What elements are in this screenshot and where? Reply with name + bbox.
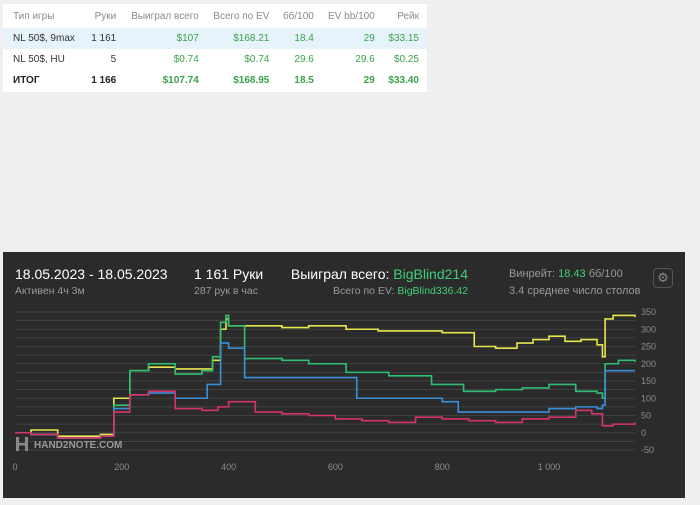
cell-bb100: 18.5 <box>294 75 314 86</box>
session-tables: 3.4 среднее число столов <box>509 285 641 297</box>
cell-ev-total: $168.21 <box>206 28 278 49</box>
won-value: BigBlind214 <box>393 266 468 282</box>
cell-ev-bb100: 29 <box>321 28 383 49</box>
cell-hands: 1 161 <box>85 28 125 49</box>
winrate-label: Винрейт: <box>509 268 556 280</box>
watermark-logo: HAND2NOTE.COM <box>16 437 122 451</box>
y-tick-label: 200 <box>641 359 656 369</box>
cell-won-total: $107 <box>124 28 207 49</box>
col-header-game-type[interactable]: Тип игры <box>13 10 55 22</box>
gear-icon[interactable]: ⚙ <box>653 268 673 288</box>
session-active-time: Активен 4ч 3м <box>15 285 85 297</box>
cell-rake: $0.25 <box>393 54 419 65</box>
series-line-1 <box>15 314 636 439</box>
cell-rake: $33.15 <box>382 28 427 49</box>
session-panel: 18.05.2023 - 18.05.2023 Активен 4ч 3м 1 … <box>3 252 685 498</box>
table-row[interactable]: NL 50$, HU 5 $0.74 $0.74 29.6 29.6 $0.25 <box>3 49 427 70</box>
winrate-unit: бб/100 <box>588 268 623 280</box>
session-ev: Всего по EV: BigBlind336.42 <box>333 285 468 297</box>
y-tick-label: 0 <box>641 428 646 438</box>
cell-game-type: NL 50$, 9max <box>3 28 86 49</box>
x-tick-label: 400 <box>221 462 236 472</box>
session-date-range: 18.05.2023 - 18.05.2023 <box>15 266 168 282</box>
chart-grid <box>15 311 635 451</box>
stats-table: Тип игры Руки Выиграл всего Всего по EV … <box>3 4 427 91</box>
y-tick-label: 350 <box>641 307 656 317</box>
session-won: Выиграл всего: BigBlind214 <box>291 266 468 282</box>
col-header-bb100[interactable]: бб/100 <box>282 10 314 22</box>
y-tick-label: 250 <box>641 342 656 352</box>
cell-bb100: 29.6 <box>294 54 314 65</box>
table-row[interactable]: NL 50$, 9max 1 161 $107 $168.21 18.4 29 … <box>3 28 427 49</box>
table-total-row: ИТОГ 1 166 $107.74 $168.95 18.5 29 $33.4… <box>3 70 427 91</box>
x-tick-label: 1 000 <box>538 462 561 472</box>
session-hands-per-hour: 287 рук в час <box>194 285 258 297</box>
cell-bb100: 18.4 <box>277 28 322 49</box>
y-tick-label: 300 <box>641 324 656 334</box>
series-line-3 <box>15 390 636 439</box>
series-line-0 <box>15 314 636 437</box>
x-tick-label: 200 <box>114 462 129 472</box>
ev-value: BigBlind336.42 <box>397 285 468 297</box>
cell-ev-total: $0.74 <box>244 54 270 65</box>
chart-series <box>15 314 636 439</box>
y-tick-label: 100 <box>641 393 656 403</box>
col-header-hands[interactable]: Руки <box>94 10 117 22</box>
cell-hands: 1 166 <box>91 75 117 86</box>
col-header-rake[interactable]: Рейк <box>397 10 419 22</box>
y-tick-label: -50 <box>641 445 654 455</box>
session-winrate: Винрейт: 18.43 бб/100 <box>509 268 623 280</box>
cell-ev-bb100: 29.6 <box>355 54 375 65</box>
series-line-2 <box>15 342 635 439</box>
profit-chart: 350 300 250 200 150 100 50 0 -50 0 200 400 600 800 1 0… <box>12 307 656 472</box>
col-header-ev-bb100[interactable]: EV bb/100 <box>328 10 375 22</box>
winrate-value: 18.43 <box>558 268 586 280</box>
y-tick-label: 150 <box>641 376 656 386</box>
cell-game-type: ИТОГ <box>13 75 40 86</box>
y-tick-label: 50 <box>641 411 651 421</box>
x-tick-label: 600 <box>328 462 343 472</box>
cell-ev-total: $168.95 <box>233 75 270 86</box>
col-header-won-total[interactable]: Выиграл всего <box>131 10 199 22</box>
cell-ev-bb100: 29 <box>363 75 375 86</box>
ev-label: Всего по EV: <box>333 285 395 297</box>
watermark-text: HAND2NOTE.COM <box>34 440 122 451</box>
cell-hands: 5 <box>110 54 117 65</box>
x-tick-label: 0 <box>12 462 17 472</box>
stats-table-panel: Тип игры Руки Выиграл всего Всего по EV … <box>3 4 427 92</box>
col-header-ev-total[interactable]: Всего по EV <box>213 10 270 22</box>
cell-won-total: $107.74 <box>162 75 199 86</box>
cell-won-total: $0.74 <box>173 54 199 65</box>
session-hands: 1 161 Руки <box>194 266 264 282</box>
chart-ticks: 350 300 250 200 150 100 50 0 -50 0 200 400 600 800 1 0… <box>12 307 656 472</box>
cell-game-type: NL 50$, HU <box>13 54 65 65</box>
table-header-row: Тип игры Руки Выиграл всего Всего по EV … <box>3 4 427 28</box>
x-tick-label: 800 <box>435 462 450 472</box>
cell-rake: $33.40 <box>388 75 419 86</box>
won-label: Выиграл всего: <box>290 266 390 282</box>
